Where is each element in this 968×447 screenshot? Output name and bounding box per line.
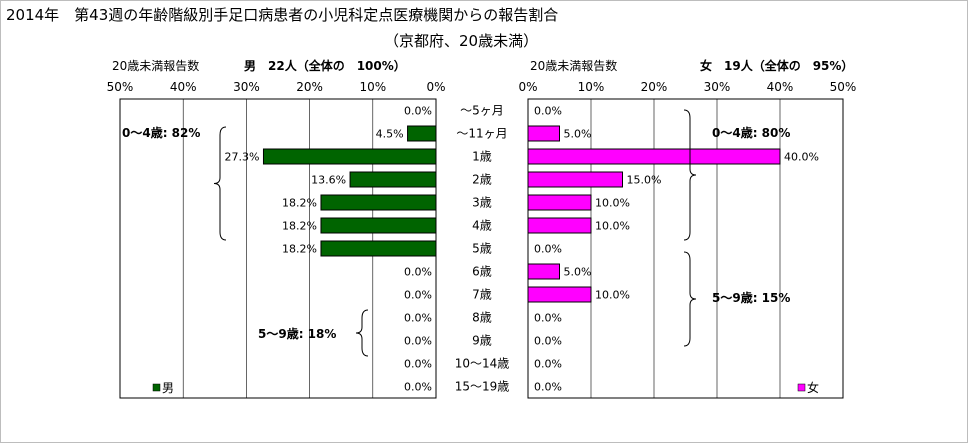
bar [527,171,623,188]
bar [320,194,437,211]
x-tick-label: 10% [578,80,605,94]
panel-header-left: 20歳未満報告数 [530,58,617,73]
data-label: 0.0% [404,335,432,348]
x-tick-label: 0% [426,80,445,94]
x-tick-label: 0% [518,80,537,94]
data-label: 0.0% [404,312,432,325]
age-group-brace [683,109,697,241]
data-label: 18.2% [282,220,317,233]
plot-area-1 [527,98,844,399]
age-group-brace [683,251,697,347]
data-label: 0.0% [404,358,432,371]
bar [527,263,560,280]
x-tick-label: 50% [107,80,134,94]
x-tick-label: 40% [767,80,794,94]
legend-swatch [152,383,161,392]
x-tick-label: 30% [233,80,260,94]
data-label: 10.0% [595,289,630,302]
bar [349,171,437,188]
data-label: 0.0% [534,105,562,118]
age-category-label: ～5ヶ月 [460,104,504,118]
data-label: 18.2% [282,197,317,210]
x-tick-label: 40% [170,80,197,94]
age-group-annotation: 0～4歳: 80% [712,125,790,140]
bar [320,240,437,257]
bar [407,125,437,142]
age-category-label: 10～14歳 [455,357,510,371]
frame-left [0,0,1,443]
x-tick-label: 10% [359,80,386,94]
age-group-annotation: 0～4歳: 82% [122,125,200,140]
data-label: 15.0% [627,174,662,187]
data-label: 13.6% [311,174,346,187]
age-category-label: ～11ヶ月 [456,127,507,141]
panel-header-right: 女 19人（全体の 95%） [700,58,853,73]
data-label: 0.0% [404,289,432,302]
data-label: 0.0% [404,105,432,118]
data-label: 40.0% [784,151,819,164]
panel-header-left: 20歳未満報告数 [112,58,199,73]
data-label: 0.0% [534,335,562,348]
panel-header-right: 男 22人（全体の 100%） [244,58,406,73]
age-category-label: 1歳 [472,150,492,164]
frame-top [0,0,968,1]
age-category-label: 3歳 [472,196,492,210]
x-tick-label: 20% [641,80,668,94]
data-label: 0.0% [534,381,562,394]
age-category-label: 8歳 [472,311,492,325]
chart-title-line1: 2014年 第43週の年齢階級別手足口病患者の小児科定点医療機関からの報告割合 [6,6,558,24]
x-tick-label: 20% [296,80,323,94]
data-label: 0.0% [404,381,432,394]
legend-swatch [797,383,806,392]
data-label: 0.0% [534,243,562,256]
legend-label: 男 [162,381,174,395]
age-group-brace [355,309,369,357]
age-category-label: 5歳 [472,242,492,256]
chart-title-line2: （京都府、20歳未満） [384,32,538,50]
bar [262,148,437,165]
data-label: 0.0% [534,312,562,325]
x-tick-label: 30% [704,80,731,94]
age-category-label: 7歳 [472,288,492,302]
age-category-label: 2歳 [472,173,492,187]
age-category-label: 15～19歳 [455,380,510,394]
age-group-annotation: 5～9歳: 18% [258,326,336,341]
data-label: 4.5% [376,128,404,141]
data-label: 5.0% [564,128,592,141]
data-label: 0.0% [534,358,562,371]
age-category-label: 6歳 [472,265,492,279]
age-group-annotation: 5～9歳: 15% [712,290,790,305]
bar [527,125,560,142]
data-label: 5.0% [564,266,592,279]
data-label: 18.2% [282,243,317,256]
age-group-brace [213,126,227,241]
data-label: 27.3% [225,151,260,164]
bar [527,194,592,211]
bar [527,286,592,303]
data-label: 10.0% [595,220,630,233]
data-label: 10.0% [595,197,630,210]
age-category-label: 9歳 [472,334,492,348]
legend-label: 女 [807,380,819,395]
age-category-label: 4歳 [472,219,492,233]
x-tick-label: 50% [830,80,857,94]
bar [527,217,592,234]
data-label: 0.0% [404,266,432,279]
bar [320,217,437,234]
bar [527,148,781,165]
